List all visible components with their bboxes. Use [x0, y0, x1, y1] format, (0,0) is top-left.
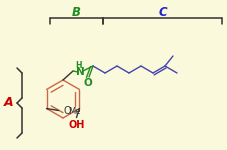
Text: O: O [83, 78, 92, 88]
Text: A: A [4, 96, 14, 110]
Text: H: H [75, 61, 82, 70]
Text: B: B [72, 6, 81, 18]
Text: OH: OH [68, 120, 84, 129]
Text: N: N [75, 67, 84, 77]
Text: O: O [64, 106, 71, 117]
Text: C: C [158, 6, 166, 18]
Text: Me: Me [68, 107, 80, 116]
